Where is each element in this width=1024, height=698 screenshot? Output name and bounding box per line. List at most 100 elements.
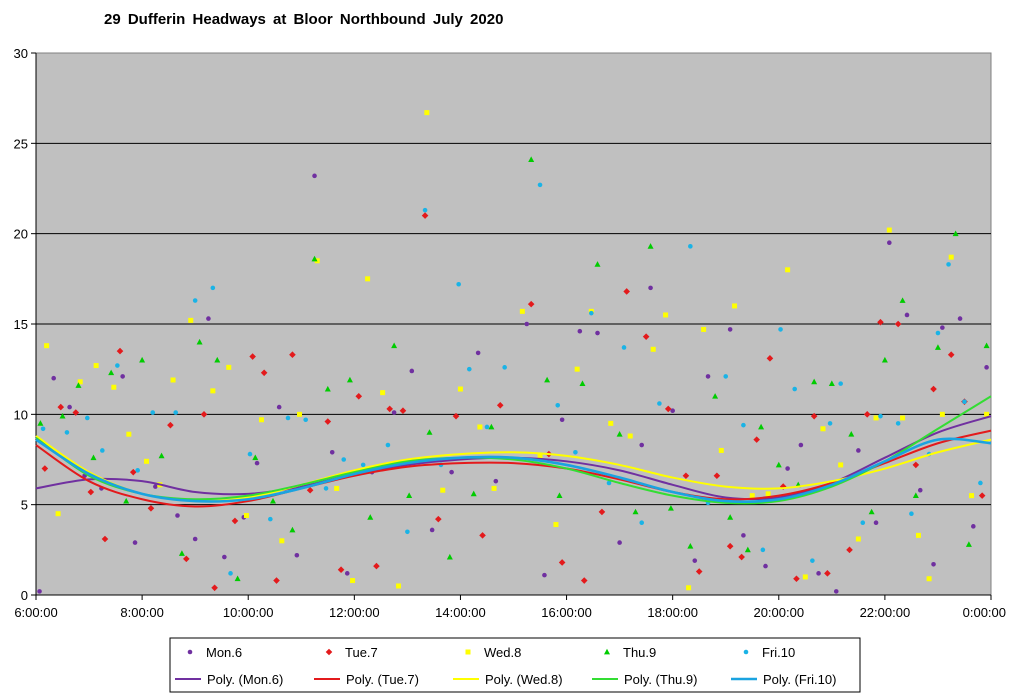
- data-point: [59, 412, 66, 419]
- data-point: [848, 431, 855, 437]
- data-point: [44, 343, 50, 349]
- data-point: [289, 351, 296, 359]
- data-point: [51, 375, 56, 381]
- data-point: [150, 410, 156, 415]
- data-point: [965, 541, 972, 547]
- data-point: [682, 472, 690, 480]
- data-point: [173, 410, 179, 415]
- data-point: [824, 570, 831, 577]
- data-point: [863, 411, 871, 418]
- data-point: [108, 369, 115, 376]
- data-point: [355, 392, 363, 400]
- data-point: [595, 330, 600, 336]
- data-point: [873, 415, 879, 421]
- data-point: [222, 554, 227, 560]
- data-point: [334, 485, 340, 491]
- data-point: [688, 244, 693, 249]
- data-point: [811, 378, 818, 385]
- data-point: [657, 401, 662, 406]
- legend-label: Poly. (Wed.8): [485, 672, 563, 687]
- data-point: [758, 423, 765, 430]
- data-point: [544, 376, 551, 383]
- data-point: [802, 574, 808, 580]
- data-point: [252, 454, 259, 461]
- data-point: [346, 376, 353, 383]
- data-point: [718, 447, 724, 453]
- data-point: [810, 558, 815, 563]
- data-point: [115, 363, 120, 368]
- data-point: [405, 529, 410, 535]
- data-point: [72, 409, 80, 416]
- legend-label: Poly. (Tue.7): [346, 672, 419, 687]
- data-point: [705, 374, 711, 379]
- data-point: [559, 417, 565, 423]
- data-point: [627, 433, 633, 439]
- data-point: [276, 404, 282, 410]
- data-point: [491, 485, 497, 491]
- data-point: [175, 513, 180, 518]
- data-point: [337, 566, 345, 574]
- data-point: [101, 535, 109, 543]
- data-point: [178, 550, 185, 556]
- data-point: [838, 381, 843, 386]
- data-point: [686, 585, 692, 591]
- data-point: [123, 497, 130, 504]
- data-point: [210, 388, 216, 394]
- data-point: [642, 333, 650, 340]
- data-point: [952, 230, 959, 237]
- data-point: [935, 330, 941, 336]
- data-point: [793, 575, 800, 583]
- data-point: [479, 532, 486, 539]
- data-point: [167, 421, 174, 429]
- x-tick-label: 0:00:00: [963, 605, 1006, 620]
- data-point: [249, 353, 256, 360]
- legend-label: Fri.10: [762, 645, 795, 660]
- data-point: [537, 182, 543, 188]
- y-tick-label: 0: [21, 588, 28, 603]
- data-point: [978, 480, 983, 486]
- data-point: [909, 511, 914, 516]
- data-point: [877, 318, 884, 326]
- data-point: [912, 461, 920, 469]
- data-point: [741, 533, 746, 538]
- legend-label: Poly. (Mon.6): [207, 672, 283, 687]
- data-point: [228, 571, 233, 576]
- data-point: [426, 429, 433, 435]
- data-point: [234, 575, 241, 582]
- trendline: [35, 429, 992, 508]
- data-point: [67, 404, 72, 410]
- data-point: [860, 520, 866, 526]
- data-point: [617, 540, 622, 545]
- data-point: [260, 369, 268, 377]
- data-point: [650, 346, 656, 352]
- data-point: [785, 267, 791, 273]
- data-point: [594, 261, 601, 267]
- data-point: [254, 460, 260, 466]
- data-point: [214, 356, 221, 363]
- data-point: [542, 572, 547, 578]
- data-point: [887, 240, 892, 245]
- data-point: [158, 452, 165, 459]
- data-point: [449, 469, 454, 475]
- data-point: [623, 288, 630, 295]
- data-point: [269, 497, 276, 504]
- data-point: [344, 571, 350, 576]
- data-point: [663, 312, 669, 318]
- data-point: [816, 571, 821, 576]
- data-point: [170, 377, 176, 383]
- data-point: [493, 478, 499, 484]
- x-tick-label: 12:00:00: [329, 605, 380, 620]
- data-point: [580, 577, 588, 584]
- data-point: [940, 325, 945, 330]
- data-point: [477, 424, 483, 430]
- data-point: [297, 411, 303, 417]
- data-point: [873, 520, 879, 526]
- data-point: [380, 390, 386, 396]
- data-point: [732, 303, 738, 309]
- y-tick-label: 30: [14, 46, 28, 61]
- data-point: [323, 486, 329, 491]
- data-point: [429, 527, 435, 533]
- data-point: [553, 522, 559, 528]
- data-point: [895, 421, 901, 426]
